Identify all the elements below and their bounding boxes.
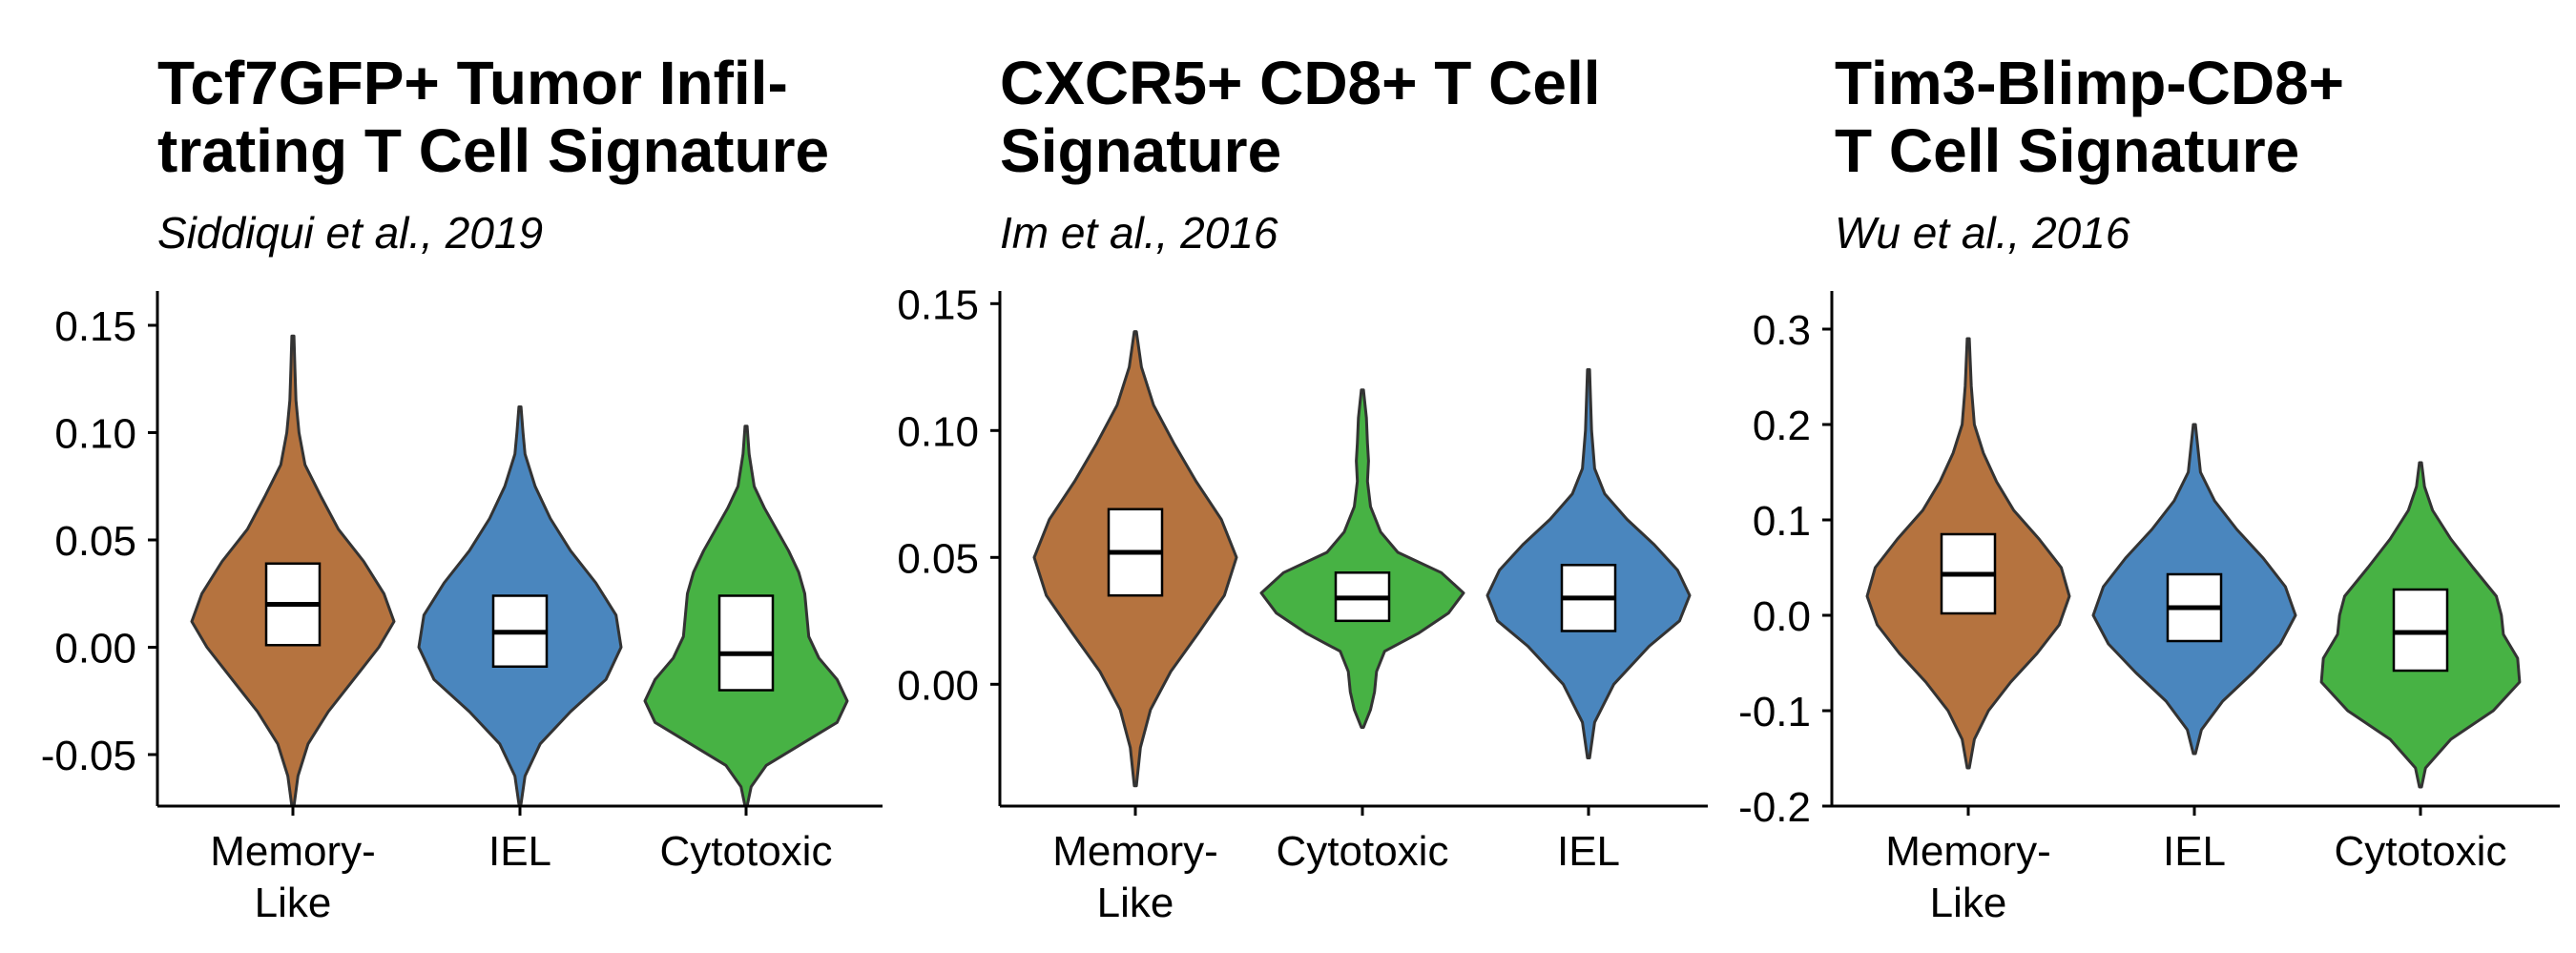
- y-tick-label: 0.00: [54, 626, 136, 673]
- panel-1: Tcf7GFP+ Tumor Infil- trating T Cell Sig…: [157, 0, 911, 953]
- violin-iel: [1485, 368, 1692, 759]
- box-iqr: [717, 594, 775, 692]
- chart-subtitle: Wu et al., 2016: [1835, 208, 2130, 258]
- panel-2: CXCR5+ CD8+ T Cell Signature Im et al., …: [1000, 0, 1754, 953]
- x-tick-label: Memory-Like: [1885, 828, 2051, 926]
- y-tick-label: 0.10: [54, 411, 136, 458]
- chart-2: 0.00 0.05 0.10 0.15 Memory-Like Cytotoxic IEL: [897, 281, 1708, 926]
- y-tick-label: 0.0: [1753, 593, 1811, 640]
- x-tick-label: Memory-Like: [1052, 828, 1218, 926]
- chart-title: Tcf7GFP+ Tumor Infil- trating T Cell Sig…: [157, 49, 830, 185]
- chart-3: -0.2 -0.1 0.0 0.1 0.2 0.3 Memory-Like IEL Cytoto…: [1738, 291, 2560, 926]
- x-tick-label: IEL: [2163, 828, 2226, 875]
- x-tick-label: IEL: [1557, 828, 1620, 875]
- y-tick-label: -0.2: [1738, 784, 1811, 831]
- y-tick-label: 0.3: [1753, 307, 1811, 354]
- chart-1: -0.05 0.00 0.05 0.10 0.15 Memory-Like IEL Cytot…: [41, 291, 883, 926]
- x-tick-label: IEL: [488, 828, 551, 875]
- panel-3: Tim3-Blimp-CD8+ T Cell Signature Wu et a…: [1835, 0, 2560, 953]
- violin-cytotoxic: [1259, 388, 1465, 729]
- y-tick-label: 0.05: [897, 535, 979, 582]
- y-tick-label: 0.2: [1753, 403, 1811, 449]
- y-tick-label: -0.05: [41, 733, 136, 779]
- y-tick-label: 0.15: [54, 303, 136, 350]
- chart-subtitle: Im et al., 2016: [1000, 208, 1278, 258]
- y-tick-label: 0.10: [897, 408, 979, 455]
- chart-subtitle: Siddiqui et al., 2019: [157, 208, 544, 258]
- x-tick-label: Cytotoxic: [2335, 828, 2507, 875]
- chart-title: Tim3-Blimp-CD8+ T Cell Signature: [1835, 49, 2345, 185]
- x-tick-label: Cytotoxic: [1277, 828, 1449, 875]
- chart-title: CXCR5+ CD8+ T Cell Signature: [1000, 49, 1601, 185]
- y-tick-label: 0.15: [897, 281, 979, 328]
- y-tick-label: -0.1: [1738, 689, 1811, 735]
- y-tick-label: 0.1: [1753, 498, 1811, 545]
- x-tick-label: Memory-Like: [210, 828, 376, 926]
- y-tick-label: 0.00: [897, 662, 979, 709]
- x-tick-label: Cytotoxic: [660, 828, 833, 875]
- y-tick-label: 0.05: [54, 518, 136, 565]
